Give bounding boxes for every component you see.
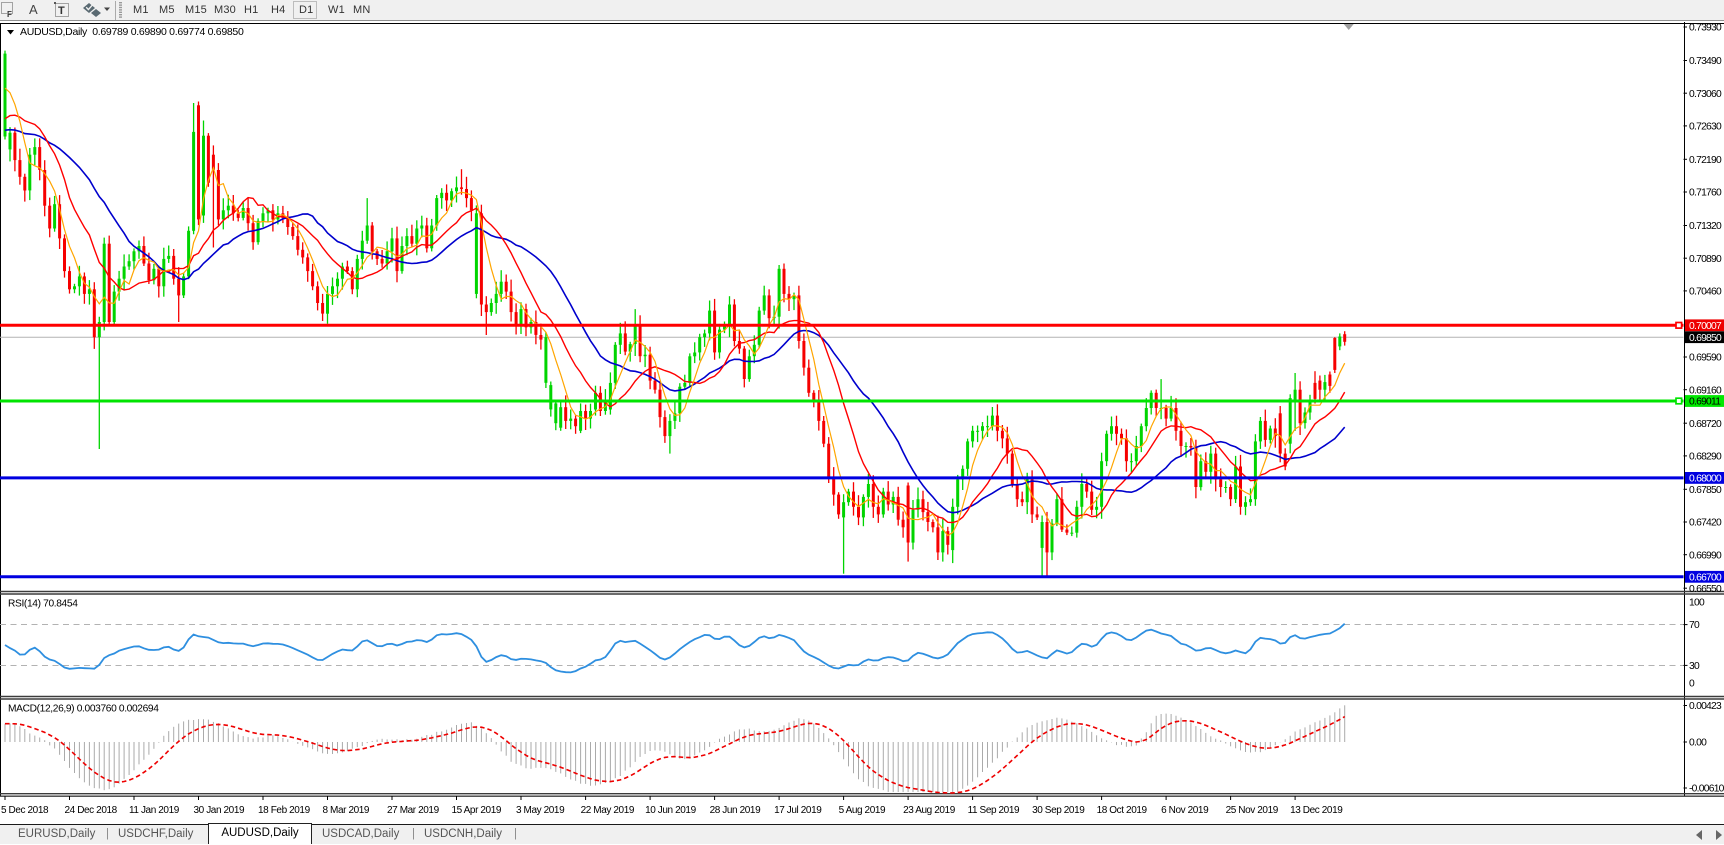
- svg-text:10 Jun 2019: 10 Jun 2019: [645, 805, 696, 816]
- svg-text:0.00423: 0.00423: [1689, 701, 1722, 712]
- svg-text:0.73930: 0.73930: [1689, 23, 1722, 34]
- svg-text:MACD(12,26,9) 0.003760 0.00269: MACD(12,26,9) 0.003760 0.002694: [8, 704, 159, 715]
- svg-text:0.66550: 0.66550: [1689, 584, 1722, 595]
- svg-text:H1: H1: [244, 4, 258, 16]
- svg-text:0.67420: 0.67420: [1689, 518, 1722, 529]
- svg-text:0.70460: 0.70460: [1689, 287, 1722, 298]
- svg-text:24 Dec 2018: 24 Dec 2018: [65, 805, 118, 816]
- svg-text:M1: M1: [133, 4, 149, 16]
- svg-text:0.73060: 0.73060: [1689, 89, 1722, 100]
- svg-text:MN: MN: [353, 4, 371, 16]
- svg-text:3 May 2019: 3 May 2019: [516, 805, 565, 816]
- svg-text:100: 100: [1689, 598, 1705, 609]
- svg-text:0.68290: 0.68290: [1689, 452, 1722, 463]
- svg-text:RSI(14) 70.8454: RSI(14) 70.8454: [8, 599, 78, 610]
- svg-text:0.68720: 0.68720: [1689, 419, 1722, 430]
- svg-text:17 Jul 2019: 17 Jul 2019: [774, 805, 822, 816]
- svg-text:M30: M30: [214, 4, 236, 16]
- svg-text:27 Mar 2019: 27 Mar 2019: [387, 805, 440, 816]
- svg-text:6 Nov 2019: 6 Nov 2019: [1161, 805, 1209, 816]
- svg-text:AUDUSD,Daily 0.69789 0.69890: AUDUSD,Daily 0.69789 0.69890 0.69774 0.6…: [20, 26, 244, 38]
- svg-text:8 Mar 2019: 8 Mar 2019: [323, 805, 370, 816]
- svg-text:11 Sep 2019: 11 Sep 2019: [968, 805, 1020, 816]
- svg-text:0.70007: 0.70007: [1689, 321, 1722, 332]
- svg-text:0.67850: 0.67850: [1689, 485, 1722, 496]
- svg-text:0.71320: 0.71320: [1689, 221, 1722, 232]
- svg-text:0.69011: 0.69011: [1689, 397, 1721, 408]
- svg-text:W1: W1: [328, 4, 345, 16]
- svg-text:5 Dec 2018: 5 Dec 2018: [1, 805, 49, 816]
- svg-text:23 Aug 2019: 23 Aug 2019: [903, 805, 956, 816]
- svg-text:22 May 2019: 22 May 2019: [581, 805, 635, 816]
- svg-text:0.66700: 0.66700: [1689, 572, 1722, 583]
- svg-text:F: F: [7, 10, 12, 19]
- svg-text:0.73490: 0.73490: [1689, 56, 1722, 67]
- svg-text:H4: H4: [271, 4, 285, 16]
- svg-text:25 Nov 2019: 25 Nov 2019: [1226, 805, 1279, 816]
- svg-text:0.70890: 0.70890: [1689, 254, 1722, 265]
- svg-text:30 Sep 2019: 30 Sep 2019: [1032, 805, 1085, 816]
- svg-text:A: A: [29, 2, 38, 17]
- svg-text:0.71760: 0.71760: [1689, 188, 1722, 199]
- svg-text:11 Jan 2019: 11 Jan 2019: [129, 805, 180, 816]
- svg-text:M5: M5: [159, 4, 175, 16]
- svg-text:15 Apr 2019: 15 Apr 2019: [452, 805, 502, 816]
- svg-text:-0.00610: -0.00610: [1689, 784, 1724, 795]
- svg-text:0: 0: [1689, 679, 1695, 690]
- svg-text:5 Aug 2019: 5 Aug 2019: [839, 805, 886, 816]
- svg-text:28 Jun 2019: 28 Jun 2019: [710, 805, 761, 816]
- svg-text:D1: D1: [299, 4, 313, 16]
- svg-text:18 Oct 2019: 18 Oct 2019: [1097, 805, 1148, 816]
- svg-text:70: 70: [1689, 620, 1700, 631]
- svg-text:13 Dec 2019: 13 Dec 2019: [1290, 805, 1343, 816]
- svg-text:M15: M15: [185, 4, 207, 16]
- svg-text:0.72190: 0.72190: [1689, 155, 1722, 166]
- svg-text:T: T: [58, 5, 65, 17]
- svg-text:0.68000: 0.68000: [1689, 474, 1722, 485]
- svg-text:0.00: 0.00: [1689, 738, 1707, 749]
- svg-text:0.69590: 0.69590: [1689, 353, 1722, 364]
- svg-text:0.69850: 0.69850: [1689, 333, 1722, 344]
- svg-text:0.69160: 0.69160: [1689, 385, 1722, 396]
- svg-text:30 Jan 2019: 30 Jan 2019: [194, 805, 245, 816]
- svg-text:30: 30: [1689, 661, 1700, 672]
- svg-text:0.66990: 0.66990: [1689, 550, 1722, 561]
- svg-text:0.72630: 0.72630: [1689, 122, 1722, 133]
- svg-text:18 Feb 2019: 18 Feb 2019: [258, 805, 311, 816]
